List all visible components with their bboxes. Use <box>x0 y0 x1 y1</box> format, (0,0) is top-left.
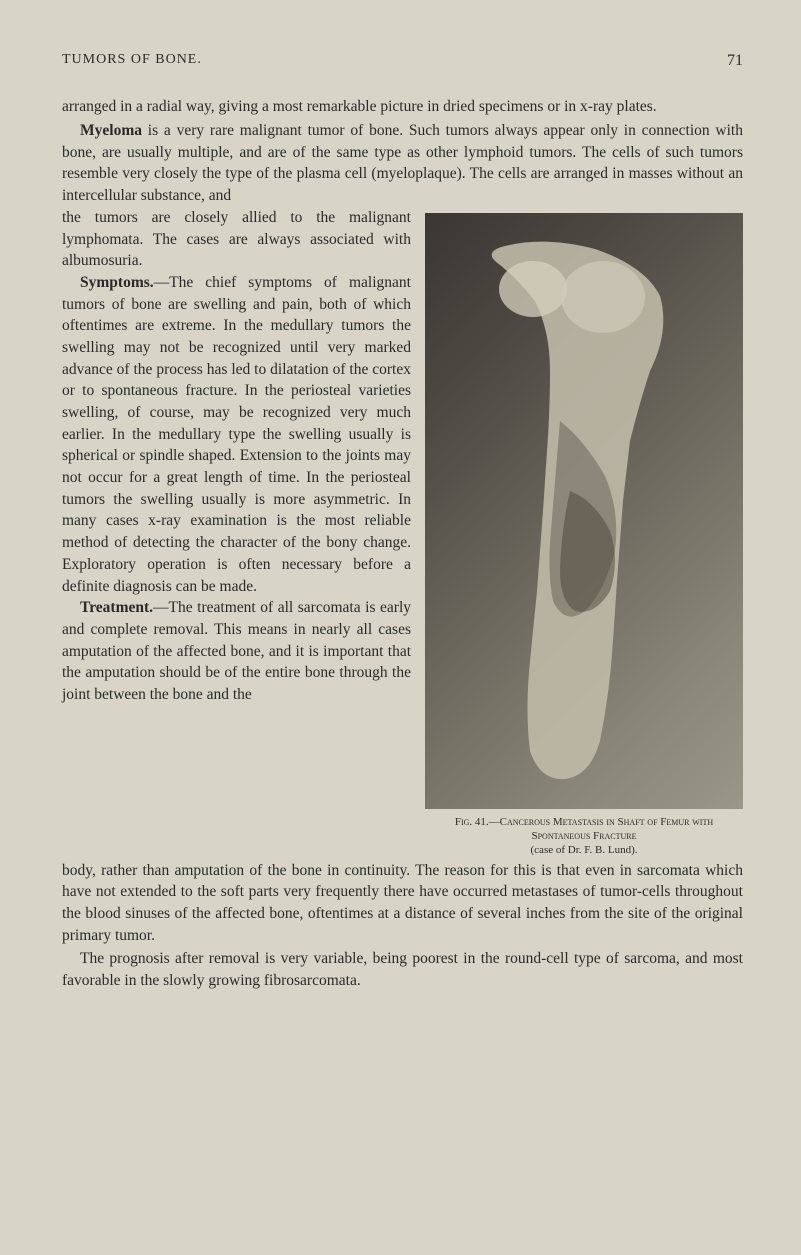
figure-caption-line1: Fig. 41.—Cancerous Metastasis in Shaft o… <box>425 815 743 844</box>
treatment-heading: Treatment. <box>80 599 153 616</box>
symptoms-text: —The chief symptoms of malignant tumors … <box>62 274 411 595</box>
figure-caption-line2: (case of Dr. F. B. Lund). <box>527 843 642 857</box>
bone-illustration <box>475 241 675 781</box>
symptoms-heading: Symptoms. <box>80 274 154 291</box>
header-title: TUMORS OF BONE. <box>62 50 202 72</box>
left-text-column: the tumors are closely allied to the mal… <box>62 207 411 858</box>
intro-paragraph: arranged in a radial way, giving a most … <box>62 96 743 118</box>
two-column-section: the tumors are closely allied to the mal… <box>62 207 743 858</box>
myeloma-heading: Myeloma <box>80 122 142 139</box>
figure-column: Fig. 41.—Cancerous Metastasis in Shaft o… <box>425 213 743 858</box>
tumors-paragraph: the tumors are closely allied to the mal… <box>62 207 411 272</box>
symptoms-paragraph: Symptoms.—The chief symptoms of malignan… <box>62 272 411 597</box>
prognosis-paragraph: The prognosis after removal is very vari… <box>62 948 743 991</box>
treatment-paragraph: Treatment.—The treatment of all sarcomat… <box>62 597 411 705</box>
myeloma-paragraph: Myeloma is a very rare malignant tumor o… <box>62 120 743 207</box>
page-number: 71 <box>727 50 743 72</box>
page-header: TUMORS OF BONE. 71 <box>62 50 743 72</box>
body-paragraph: body, rather than amputation of the bone… <box>62 860 743 947</box>
femur-xray-figure <box>425 213 743 809</box>
myeloma-text: is a very rare malignant tumor of bone. … <box>62 122 743 204</box>
